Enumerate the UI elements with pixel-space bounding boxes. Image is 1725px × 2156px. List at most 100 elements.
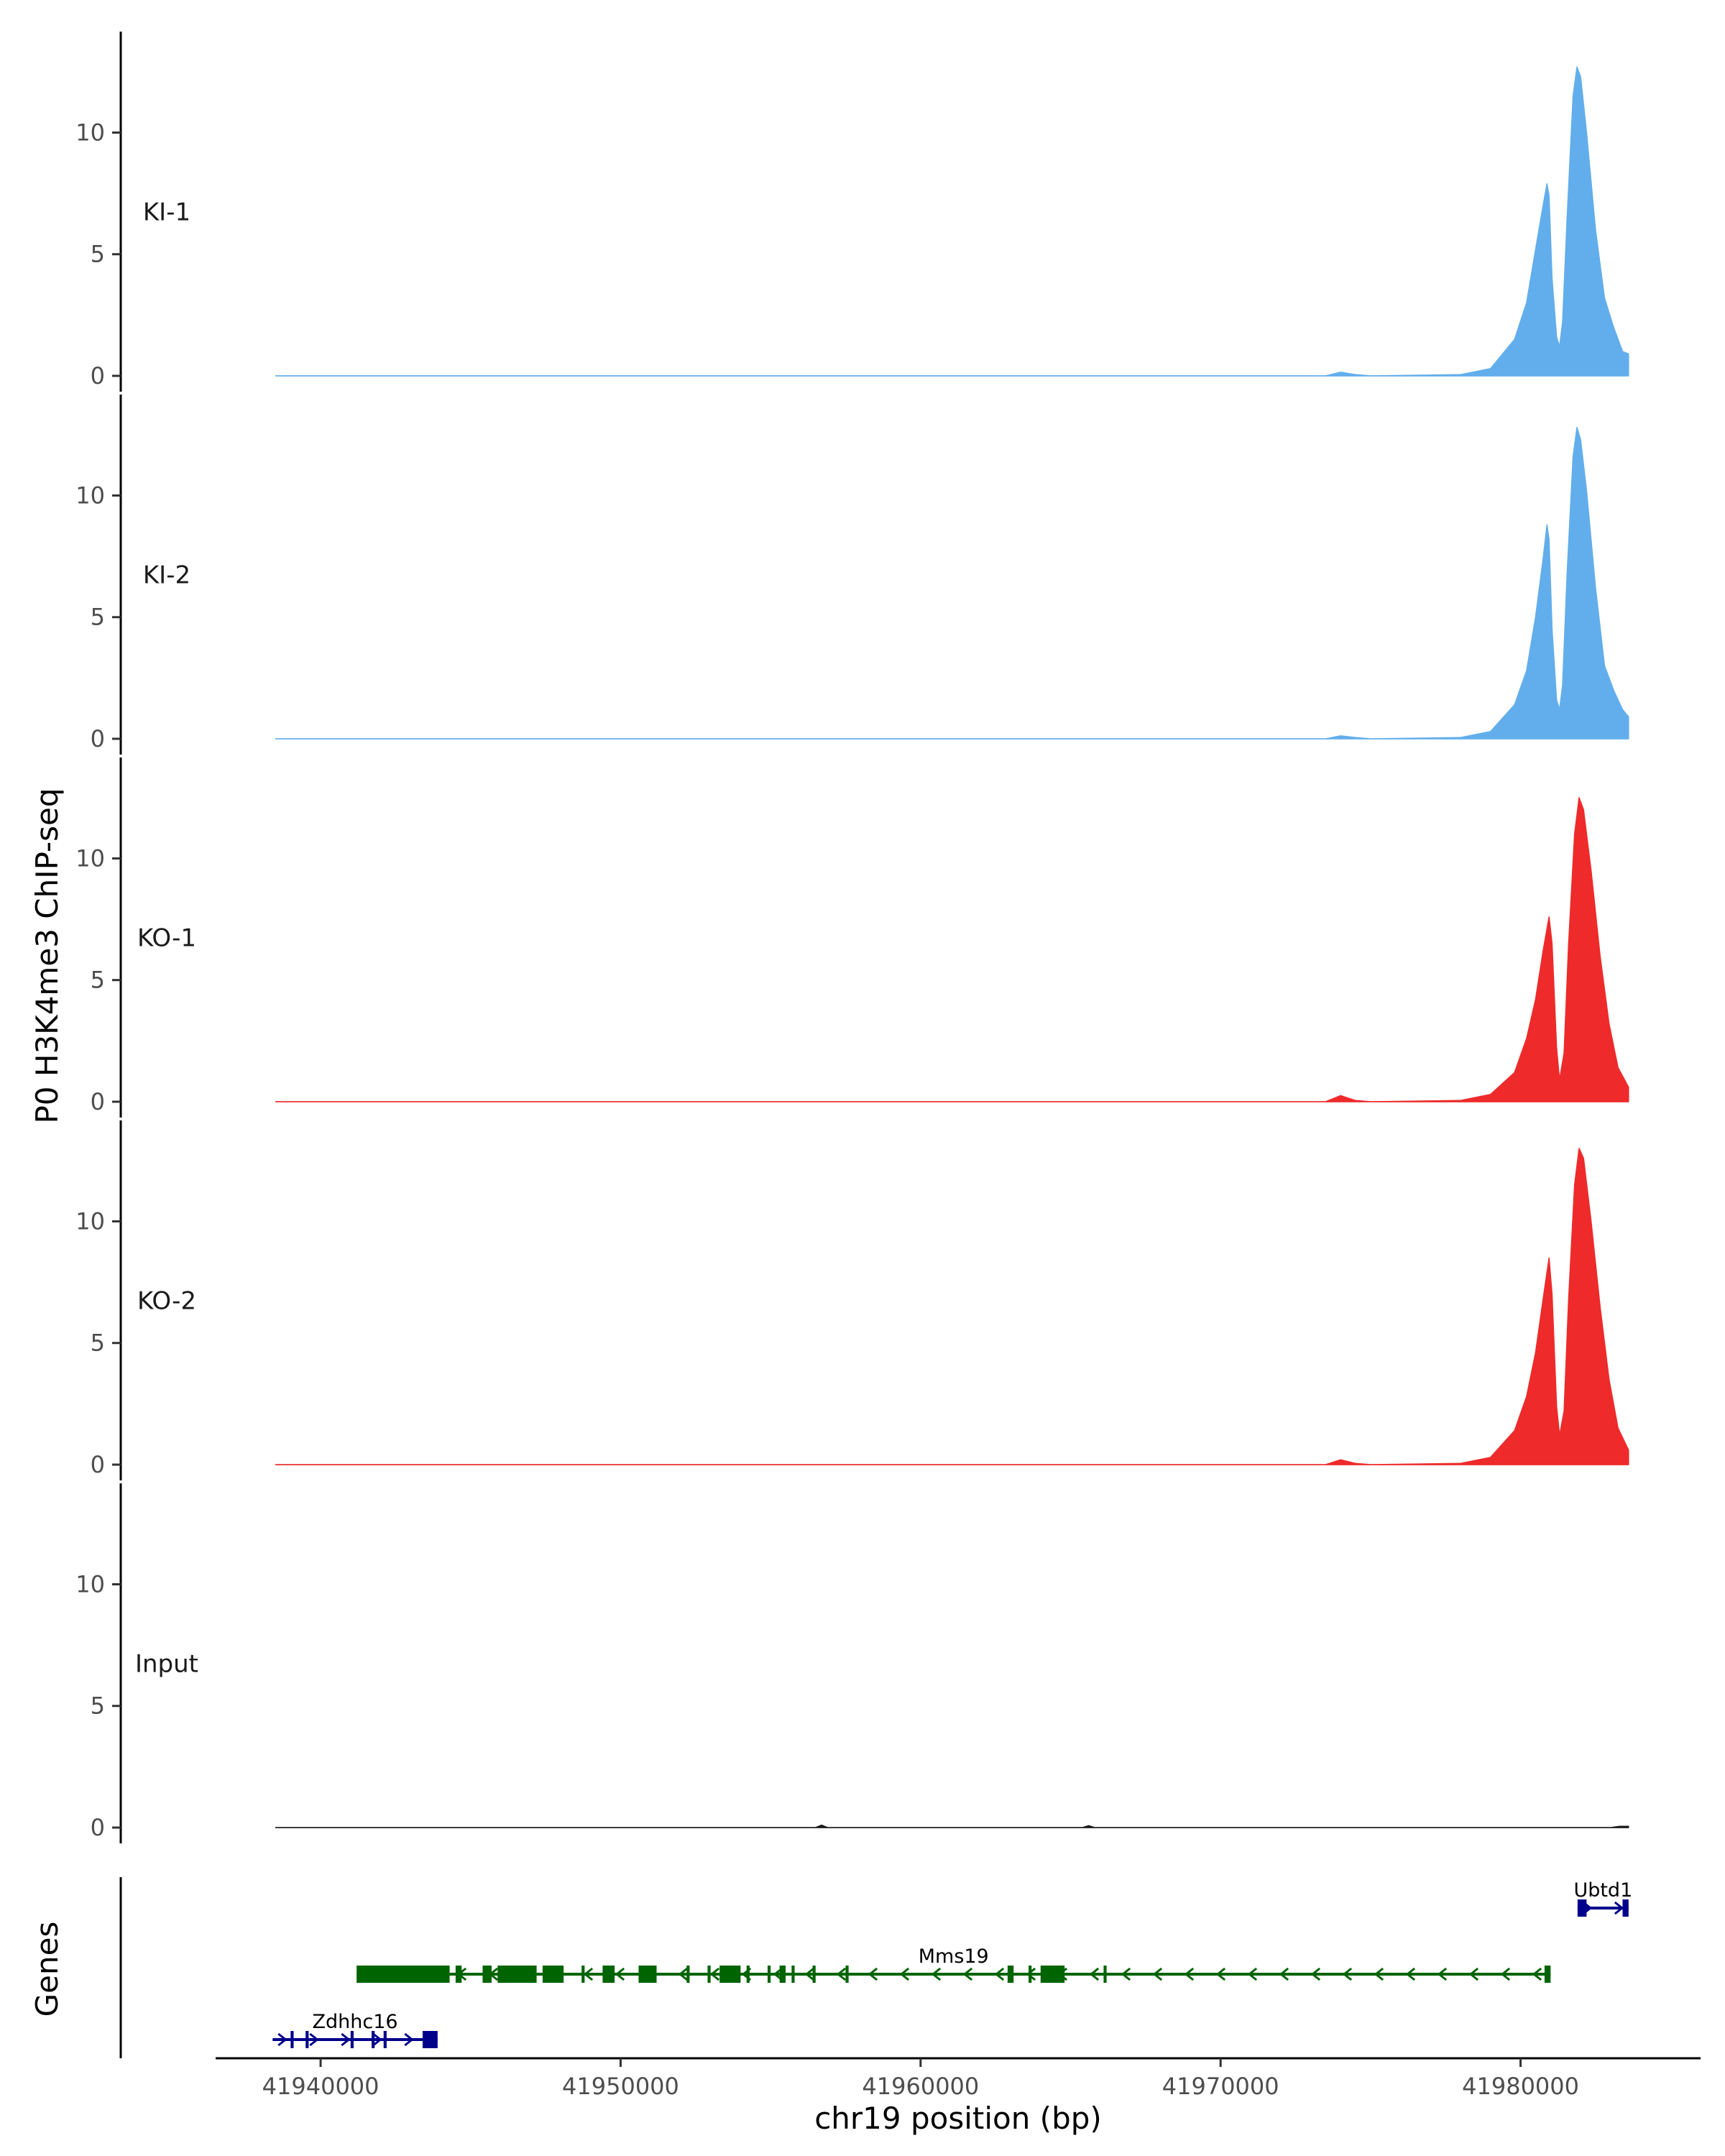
strand-arrow [615,1967,625,1981]
gene-exon [1007,1966,1014,1983]
strand-arrow [1614,1901,1624,1915]
track-label: KO-1 [137,924,196,953]
y-axis-title: P0 H3K4me3 ChIP-seq [29,788,65,1123]
strand-arrow [709,1967,720,1981]
strand-arrow [1468,1967,1479,1981]
y-tick-label: 10 [75,1570,105,1598]
x-tick-label: 41980000 [1462,2073,1579,2100]
strand-arrow [1089,1967,1100,1981]
signal-area [275,1824,1629,1828]
gene-exon [542,1966,564,1983]
signal-area [275,66,1629,377]
gene-label: Zdhhc16 [313,2011,398,2033]
strand-arrow [1405,1967,1416,1981]
x-tick-label: 41970000 [1162,2073,1279,2100]
y-tick-label: 10 [75,1207,105,1235]
strand-arrow [277,2032,288,2047]
strand-arrow [931,1967,942,1981]
y-tick-label: 0 [91,362,105,390]
gene-exon [305,2031,309,2048]
gene-label: Mms19 [919,1945,989,1968]
gene-exon [1103,1966,1107,1983]
gene-exon [497,1966,537,1983]
strand-arrow [868,1967,878,1981]
x-tick-label: 41950000 [562,2073,679,2100]
gene-exon [686,1966,690,1983]
genes-axis-title: Genes [29,1922,65,2017]
gene-annotation-track: Ubtd1 Mms19 Zdhhc16 [119,1877,1632,2058]
gene-exon [422,2031,438,2048]
strand-arrow [1342,1967,1353,1981]
y-tick-label: 0 [91,1814,105,1841]
y-tick-label: 5 [91,1692,105,1720]
gene-exon [1029,1966,1032,1983]
y-tick-label: 10 [75,482,105,509]
strand-arrow [1532,1967,1542,1981]
gene-exon [482,1966,492,1983]
strand-arrow [1215,1967,1226,1981]
strand-arrow [1374,1967,1384,1981]
strand-arrow [341,2032,351,2047]
gene-mms19: Mms19 [356,1945,1551,1983]
y-tick-label: 5 [91,241,105,268]
y-tick-label: 10 [75,844,105,872]
strand-arrow [372,2032,382,2047]
gene-exon [383,2031,387,2048]
gene-exon [1544,1966,1551,1983]
gene-exon [812,1966,816,1983]
gene-exon [746,1966,750,1983]
y-tick-label: 5 [91,604,105,631]
strand-arrow [804,1967,815,1981]
strand-arrow [1437,1967,1448,1981]
y-tick-label: 5 [91,1330,105,1357]
gene-exon [845,1966,849,1983]
gene-exon [602,1966,615,1983]
gene-zdhhc16: Zdhhc16 [272,2011,438,2048]
strand-arrow [583,1967,594,1981]
gene-exon [356,1966,450,1983]
track-panel-ki-2: 0 5 10 KI-2 [75,395,1629,755]
strand-arrow [1026,1967,1036,1981]
gene-exon [1577,1899,1587,1917]
signal-area [275,426,1629,740]
gene-exon [779,1966,786,1983]
gene-exon [290,2031,294,2048]
strand-arrow [404,2032,414,2047]
gene-ubtd1: Ubtd1 [1573,1879,1632,1917]
track-label: KO-2 [137,1287,196,1316]
gene-exon [791,1966,795,1983]
strand-arrow [1121,1967,1131,1981]
track-label: KI-2 [143,561,190,590]
gene-exon [581,1966,585,1983]
x-tick-label: 41940000 [262,2073,380,2100]
track-label: KI-1 [143,198,190,227]
gene-label: Ubtd1 [1573,1879,1632,1902]
y-tick-label: 0 [91,1451,105,1478]
gene-exon [719,1966,741,1983]
x-axis: 41940000 41950000 41960000 41970000 41980000 [216,2057,1701,2100]
gene-exon [350,2031,354,2048]
y-tick-label: 5 [91,967,105,994]
strand-arrow [1152,1967,1163,1981]
signal-area [275,1148,1629,1465]
strand-arrow [1310,1967,1321,1981]
y-tick-label: 10 [75,119,105,146]
signal-area [275,797,1629,1102]
track-panel-input: 0 5 10 Input [75,1483,1629,1843]
y-tick-label: 0 [91,725,105,752]
gene-exon [767,1966,771,1983]
strand-arrow [678,1967,689,1981]
gene-exon [1040,1966,1065,1983]
gene-exon [372,2031,375,2048]
gene-exon [707,1966,711,1983]
gene-exon [1622,1899,1629,1917]
strand-arrow [836,1967,847,1981]
strand-arrow [1500,1967,1511,1981]
gene-exon [638,1966,657,1983]
strand-arrow [1247,1967,1258,1981]
track-label: Input [135,1650,198,1679]
strand-arrow [899,1967,910,1981]
track-panel-ko-2: 0 5 10 KO-2 [75,1120,1629,1480]
x-axis-title: chr19 position (bp) [814,2101,1102,2136]
